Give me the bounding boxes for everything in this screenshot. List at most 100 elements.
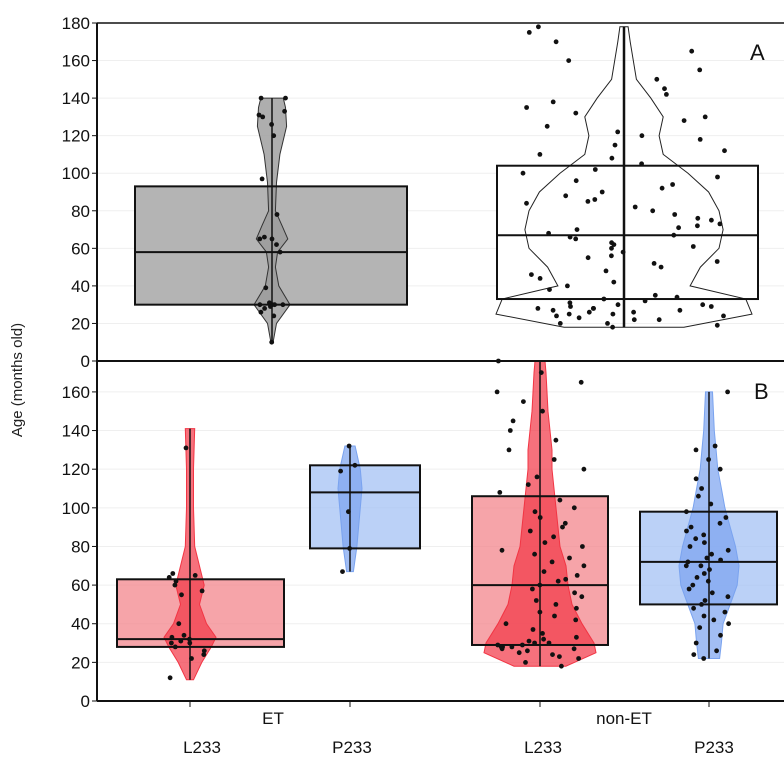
data-point xyxy=(510,418,516,424)
data-point xyxy=(610,324,615,330)
data-point xyxy=(581,563,587,569)
data-point xyxy=(707,567,712,572)
data-point xyxy=(698,563,704,569)
y-tick-label: 20 xyxy=(71,314,90,333)
data-point xyxy=(497,490,503,495)
data-point xyxy=(530,586,535,592)
data-point xyxy=(262,306,267,311)
data-point xyxy=(538,370,544,375)
data-point xyxy=(603,268,609,274)
data-point xyxy=(541,569,547,574)
data-point xyxy=(695,215,701,221)
data-point xyxy=(257,236,263,242)
data-point xyxy=(183,445,189,451)
data-point xyxy=(690,582,696,588)
data-point xyxy=(523,660,528,665)
y-tick-label: 60 xyxy=(71,576,90,595)
data-point xyxy=(615,302,621,308)
data-point xyxy=(697,67,703,73)
data-point xyxy=(550,99,556,105)
data-point xyxy=(527,528,533,534)
data-point xyxy=(525,648,530,654)
data-point xyxy=(642,298,648,304)
data-point xyxy=(544,123,550,129)
data-point xyxy=(552,613,557,619)
data-point xyxy=(691,652,697,657)
data-point xyxy=(676,225,681,231)
group-label-et: ET xyxy=(262,709,284,728)
data-point xyxy=(658,264,664,270)
data-point xyxy=(499,547,505,553)
data-point xyxy=(258,95,264,101)
data-point xyxy=(725,389,730,395)
data-point xyxy=(495,642,501,648)
data-point xyxy=(529,272,534,277)
data-point xyxy=(563,576,569,582)
y-tick-label: 60 xyxy=(71,239,90,258)
data-point xyxy=(549,559,555,565)
data-point xyxy=(717,221,723,227)
data-point xyxy=(256,112,262,118)
data-point xyxy=(706,457,711,462)
data-point xyxy=(259,176,265,182)
data-point xyxy=(494,389,500,395)
data-point xyxy=(520,170,526,176)
data-point xyxy=(269,339,275,345)
data-point xyxy=(169,640,174,646)
data-point xyxy=(605,321,610,326)
box-outline xyxy=(309,464,421,550)
data-point xyxy=(280,302,286,308)
data-point xyxy=(693,476,699,482)
data-point xyxy=(672,212,678,217)
data-point xyxy=(573,236,579,242)
data-point xyxy=(687,544,693,549)
data-point xyxy=(725,547,731,553)
category-label-et-l233: L233 xyxy=(183,738,221,757)
data-point xyxy=(656,317,662,323)
y-tick-label: 40 xyxy=(71,615,90,634)
data-point xyxy=(537,152,543,157)
data-point xyxy=(585,199,591,204)
box-outline xyxy=(116,578,285,648)
data-point xyxy=(701,613,707,619)
data-point xyxy=(697,137,703,142)
data-point xyxy=(681,118,687,123)
data-point xyxy=(651,261,657,266)
data-point xyxy=(520,642,525,648)
data-point xyxy=(714,648,719,654)
data-point xyxy=(179,592,184,598)
data-point xyxy=(708,501,714,507)
data-point xyxy=(260,114,266,120)
data-point xyxy=(560,524,565,530)
data-point xyxy=(178,638,184,644)
data-point xyxy=(201,648,207,654)
data-point xyxy=(498,644,504,650)
data-point xyxy=(697,625,703,630)
data-point xyxy=(684,528,689,534)
data-point xyxy=(192,573,198,578)
data-point xyxy=(271,313,277,319)
data-point xyxy=(525,482,531,487)
data-point xyxy=(566,58,572,63)
category-label-non-et-p233: P233 xyxy=(694,738,734,757)
data-point xyxy=(542,540,548,545)
data-point xyxy=(567,555,572,561)
box-outline xyxy=(496,164,759,301)
data-point xyxy=(573,617,579,623)
data-point xyxy=(555,578,561,584)
data-point xyxy=(573,110,579,116)
data-point xyxy=(187,640,193,646)
axes: 0 20 40 60 80 100 120 140 160 180 0 20 40 60 80 100 120 1… xyxy=(62,14,784,711)
y-tick-label: 100 xyxy=(62,499,90,518)
data-point xyxy=(172,582,178,588)
data-point xyxy=(557,654,562,659)
data-point xyxy=(690,244,696,249)
data-point xyxy=(533,598,539,603)
data-point xyxy=(503,621,509,627)
data-point xyxy=(567,234,573,240)
panel-a xyxy=(96,22,784,345)
y-tick-label: 20 xyxy=(71,653,90,672)
data-point xyxy=(631,317,637,323)
data-point xyxy=(572,590,577,596)
